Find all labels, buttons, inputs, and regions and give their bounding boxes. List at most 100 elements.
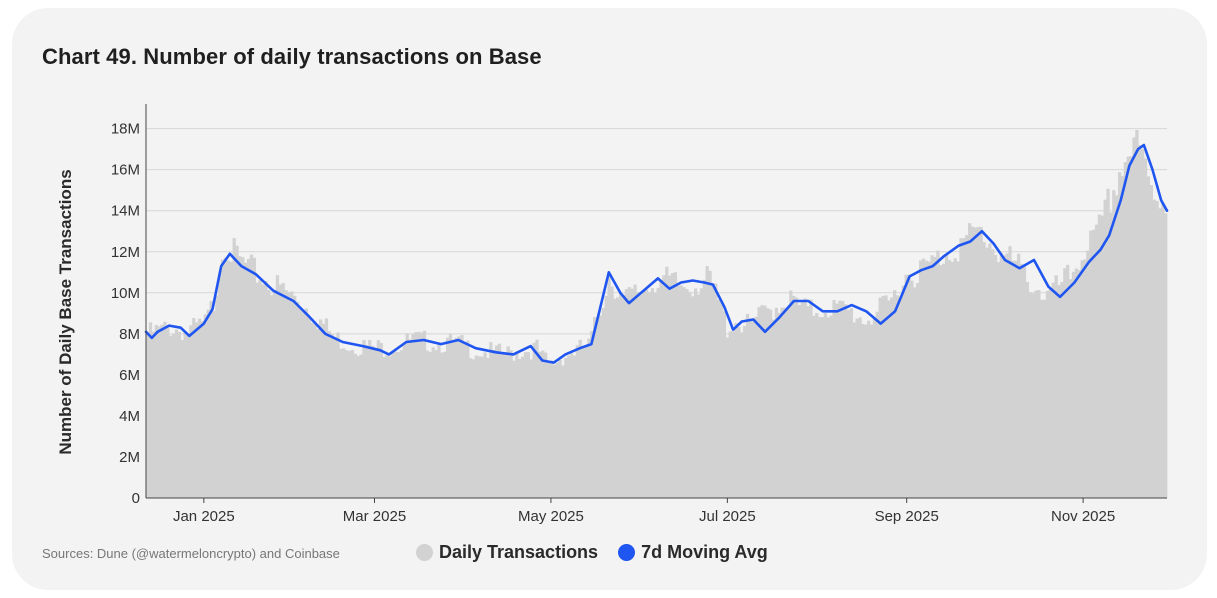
bar xyxy=(1014,260,1018,498)
bar xyxy=(249,254,254,498)
bar xyxy=(653,292,657,498)
bar xyxy=(621,294,626,498)
bar xyxy=(218,273,222,498)
bar xyxy=(933,256,937,498)
x-tick-label: Jan 2025 xyxy=(173,508,235,525)
bar xyxy=(203,314,207,498)
bar xyxy=(264,280,268,498)
bar xyxy=(604,295,608,498)
bar xyxy=(1040,299,1044,498)
bar xyxy=(486,358,490,498)
bar xyxy=(838,300,842,498)
bar xyxy=(241,257,245,498)
bar xyxy=(895,295,900,498)
bar xyxy=(460,335,464,498)
bar xyxy=(581,348,585,498)
y-tick-label: 0 xyxy=(132,490,140,507)
bar xyxy=(650,288,655,498)
bar xyxy=(569,353,574,498)
bar xyxy=(520,356,525,498)
bar xyxy=(1045,290,1050,498)
bar xyxy=(636,292,640,498)
bar xyxy=(685,289,689,498)
bar xyxy=(255,282,259,498)
bar xyxy=(835,303,839,498)
bar xyxy=(1129,156,1133,499)
bar xyxy=(1126,156,1130,499)
bar xyxy=(722,311,727,498)
bar xyxy=(544,352,548,498)
bar xyxy=(1002,255,1006,498)
bar xyxy=(492,349,496,498)
bar xyxy=(1155,201,1159,499)
bar xyxy=(428,351,432,498)
bar xyxy=(451,339,456,498)
bar xyxy=(200,321,205,498)
bar xyxy=(293,295,297,498)
y-tick-label: 2M xyxy=(119,449,140,466)
bar xyxy=(849,308,854,498)
bar xyxy=(893,290,897,498)
bar xyxy=(373,347,378,498)
bar xyxy=(1161,202,1165,498)
bar xyxy=(633,284,637,498)
bar xyxy=(466,340,470,498)
bar xyxy=(806,306,810,498)
axes: 0 2M 4M 6M 8M 10M 12M 14M 16M 18M Jan 2025 Mar 2025… xyxy=(111,104,1167,525)
bar xyxy=(985,247,989,498)
bar xyxy=(567,355,571,498)
bar xyxy=(422,330,427,498)
bar xyxy=(832,299,836,498)
bar xyxy=(160,324,164,498)
bar xyxy=(535,339,539,498)
bar xyxy=(411,334,415,498)
bar xyxy=(875,311,879,498)
bar xyxy=(967,223,972,498)
bar xyxy=(953,258,957,498)
bar xyxy=(474,355,479,498)
bar xyxy=(1083,259,1087,498)
bar xyxy=(705,266,709,498)
bar xyxy=(748,318,753,498)
bar xyxy=(774,307,779,498)
bar xyxy=(275,275,280,498)
bar xyxy=(290,291,294,498)
bar xyxy=(973,227,978,499)
bar xyxy=(287,292,291,498)
bar xyxy=(610,286,614,498)
bar xyxy=(408,339,412,498)
bar xyxy=(869,324,874,498)
bar xyxy=(1011,260,1015,498)
bar xyxy=(558,359,562,498)
bar xyxy=(725,337,730,498)
bar xyxy=(691,296,695,498)
bar xyxy=(316,328,320,498)
bar xyxy=(936,250,940,498)
bar xyxy=(1008,246,1012,498)
bar xyxy=(1028,292,1032,498)
bar xyxy=(783,307,787,498)
bar xyxy=(512,360,516,498)
bar xyxy=(1164,213,1168,498)
bar xyxy=(154,325,158,498)
bar xyxy=(613,298,617,498)
bar xyxy=(898,299,903,498)
bar xyxy=(443,351,447,498)
bar xyxy=(1031,293,1035,498)
bar xyxy=(431,347,435,498)
bar xyxy=(1146,176,1151,498)
bar xyxy=(867,320,871,498)
bar xyxy=(789,290,793,498)
bar xyxy=(627,287,631,498)
bar xyxy=(1066,264,1070,498)
bar xyxy=(445,337,450,498)
legend-item-daily-transactions: Daily Transactions xyxy=(416,542,598,563)
bar xyxy=(780,307,784,498)
bar xyxy=(324,318,329,498)
bar xyxy=(979,226,983,498)
bar xyxy=(457,336,461,498)
bar xyxy=(881,295,885,498)
bar xyxy=(642,290,646,498)
bar xyxy=(913,287,917,498)
